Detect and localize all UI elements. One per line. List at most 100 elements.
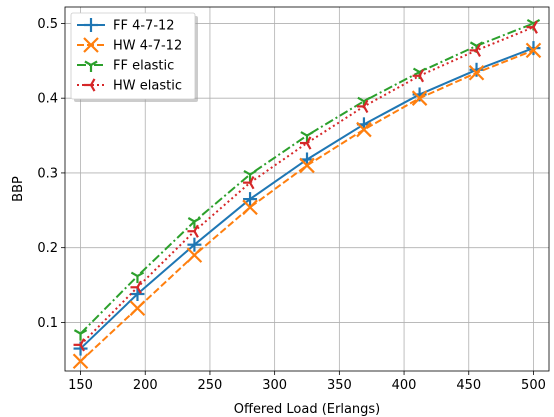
series-point (242, 199, 258, 216)
series-line (79, 49, 534, 363)
series-point (187, 224, 199, 238)
marker-stroke (475, 49, 481, 57)
legend-entry: HW 4-7-12 (77, 37, 182, 54)
marker-stroke (242, 199, 258, 216)
y-axis-label: BBP (11, 176, 26, 202)
series-point (243, 176, 255, 190)
series-point (356, 99, 369, 114)
marker-stroke (79, 338, 85, 346)
y-tick-label: 0.4 (37, 92, 58, 107)
x-tick-label: 150 (68, 378, 93, 393)
series-point (186, 247, 203, 263)
y-tick-label: 0.5 (37, 17, 58, 32)
marker-stroke (418, 75, 425, 83)
marker-stroke (362, 99, 369, 107)
series-point (129, 300, 146, 316)
marker-stroke (363, 96, 371, 103)
axis-frame (64, 6, 550, 372)
series-point (526, 20, 538, 34)
series-point (84, 60, 98, 72)
marker-stroke (306, 142, 312, 150)
legend-label: FF 4-7-12 (113, 19, 175, 34)
marker-stroke (243, 169, 251, 176)
marker-stroke (136, 280, 142, 288)
series-point (130, 271, 145, 284)
series-point (84, 78, 96, 92)
series-point (525, 42, 542, 59)
series-point (469, 43, 481, 57)
marker-stroke (525, 42, 542, 59)
marker-stroke (412, 67, 421, 73)
marker-stroke (83, 37, 99, 53)
series-point (468, 64, 485, 81)
legend-entry: FF elastic (77, 59, 174, 74)
plot-frame (64, 6, 550, 372)
x-tick-label: 300 (262, 378, 287, 393)
legend-entry: FF 4-7-12 (77, 18, 175, 34)
ticks: 150 200 250 300 350 400 450 500 0.1 0.2 0.3 0.4 0.5 (37, 17, 546, 393)
marker-stroke (532, 20, 538, 28)
x-tick-label: 450 (456, 378, 481, 393)
series-point (187, 237, 202, 252)
marker-stroke (249, 169, 257, 176)
series-2 (72, 42, 542, 370)
marker-stroke (90, 84, 96, 92)
marker-stroke (356, 121, 372, 138)
marker-stroke (300, 131, 308, 137)
marker-stroke (90, 60, 98, 66)
legend-label: HW elastic (113, 79, 182, 94)
series-point (73, 329, 88, 341)
marker-stroke (193, 217, 202, 223)
marker-stroke (249, 182, 255, 190)
marker-stroke (249, 176, 255, 184)
series-layer (72, 18, 542, 370)
marker-stroke (72, 353, 89, 370)
legend-label: FF elastic (113, 59, 174, 74)
x-axis-label: Offered Load (Erlangs) (234, 402, 381, 417)
series-point (412, 69, 425, 83)
series-point (84, 18, 98, 32)
legend-label: HW 4-7-12 (113, 39, 182, 54)
marker-stroke (306, 131, 314, 137)
series-point (83, 37, 99, 53)
x-tick-label: 400 (392, 378, 417, 393)
series-point (411, 90, 428, 106)
marker-stroke (193, 230, 199, 238)
marker-stroke (187, 217, 195, 223)
legend: FF 4-7-12 HW 4-7-12 FF elastic HW elastic (70, 12, 198, 102)
series-point (356, 121, 372, 138)
marker-stroke (186, 247, 203, 263)
grid (65, 7, 549, 371)
marker-stroke (84, 60, 92, 66)
series-point (243, 192, 258, 207)
marker-stroke (79, 329, 88, 335)
marker-stroke (136, 286, 142, 294)
series-4 (73, 20, 538, 352)
marker-stroke (411, 90, 428, 106)
series-point (300, 136, 312, 150)
marker-stroke (362, 105, 369, 114)
legend-entry: HW elastic (77, 78, 182, 94)
y-tick-label: 0.3 (37, 166, 58, 181)
series-point (187, 217, 202, 229)
series-line (79, 26, 534, 346)
marker-stroke (79, 344, 85, 352)
marker-stroke (526, 18, 535, 25)
x-tick-label: 200 (133, 378, 158, 393)
marker-stroke (90, 78, 96, 86)
marker-stroke (475, 43, 481, 51)
series-point (469, 62, 484, 77)
x-tick-label: 350 (327, 378, 352, 393)
y-tick-label: 0.1 (37, 316, 58, 331)
marker-stroke (129, 300, 146, 316)
marker-stroke (299, 157, 315, 174)
legend-box (70, 12, 196, 100)
series-point (130, 280, 142, 294)
marker-stroke (469, 41, 478, 47)
marker-stroke (136, 271, 145, 278)
series-point (73, 338, 85, 352)
marker-stroke (532, 26, 538, 34)
x-tick-label: 500 (521, 378, 546, 393)
series-point (526, 41, 541, 56)
